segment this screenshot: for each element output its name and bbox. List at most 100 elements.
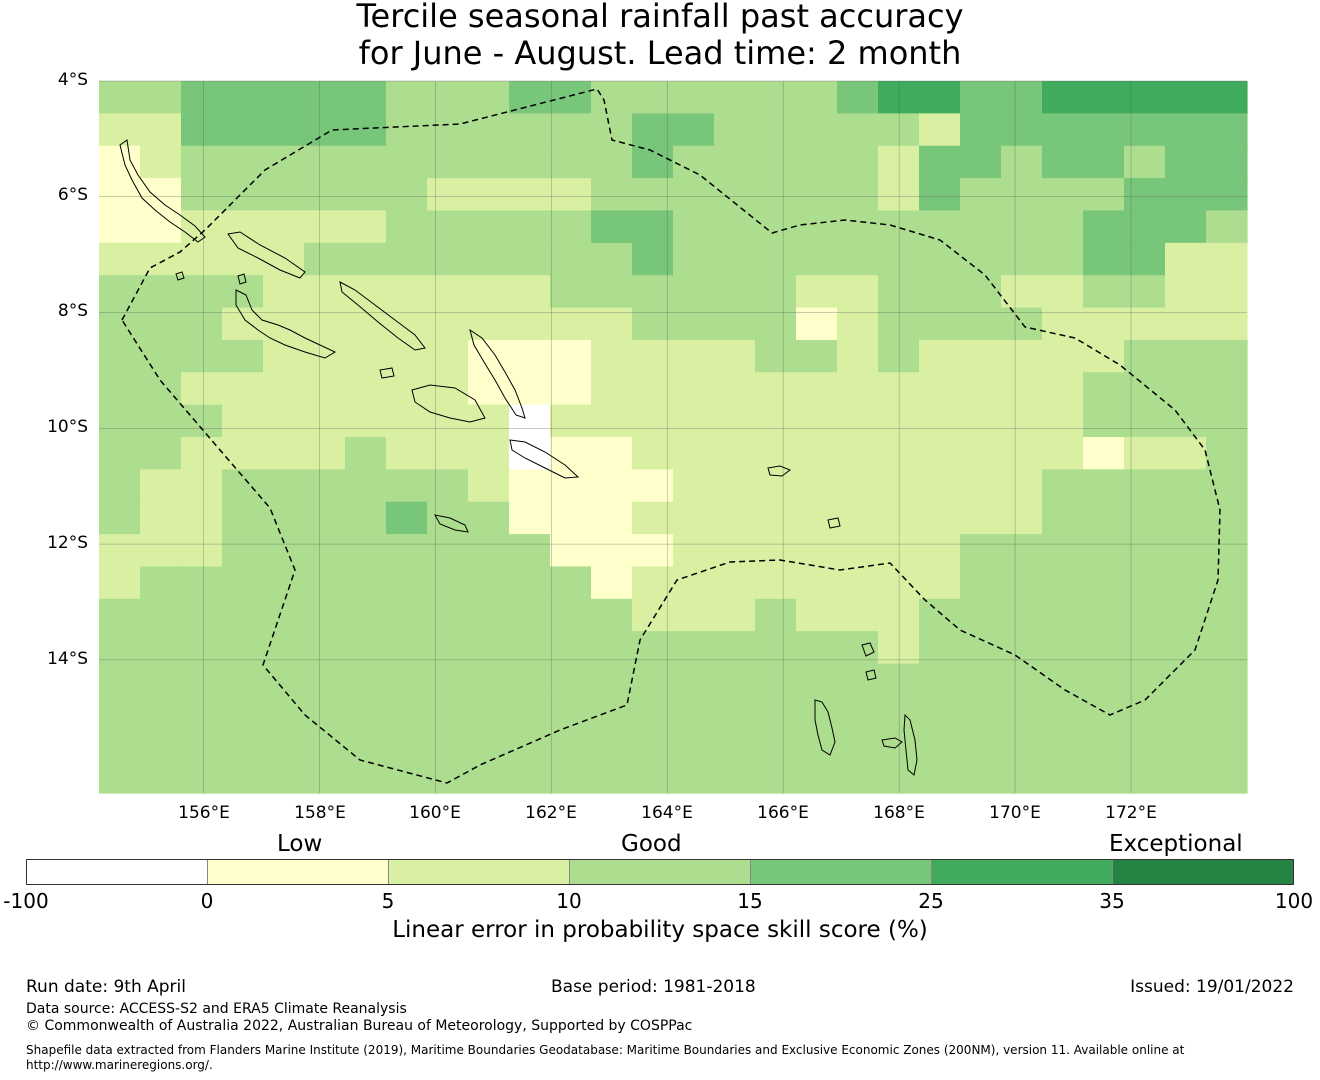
skill-cell <box>509 437 551 470</box>
skill-cell <box>878 404 920 438</box>
skill-cell <box>755 178 797 212</box>
skill-cell <box>960 534 1002 568</box>
skill-cell <box>304 695 346 729</box>
skill-cell <box>796 307 838 341</box>
coastline-small-isle-b <box>865 669 877 681</box>
skill-cell <box>591 437 633 470</box>
skill-cell <box>550 598 592 632</box>
skill-cell <box>550 760 592 794</box>
skill-cell <box>1206 663 1248 697</box>
skill-cell <box>386 210 428 244</box>
skill-cell <box>468 145 510 179</box>
skill-cell <box>550 695 592 729</box>
skill-cell <box>714 501 756 535</box>
skill-cell <box>878 631 920 665</box>
skill-cell <box>550 566 592 600</box>
skill-cell <box>796 631 838 665</box>
skill-cell <box>304 242 346 276</box>
lat-label-8s: 8°S <box>57 301 88 321</box>
skill-cell <box>837 178 879 212</box>
skill-cell <box>427 598 469 632</box>
skill-cell <box>673 275 715 309</box>
skill-cell <box>140 631 182 665</box>
skill-cell <box>1165 113 1207 147</box>
skill-cell <box>714 760 756 794</box>
skill-cell <box>919 339 961 373</box>
skill-cell <box>591 728 633 762</box>
skill-cell <box>1042 760 1084 794</box>
skill-cell <box>345 631 387 665</box>
skill-cell <box>1083 631 1125 665</box>
skill-cell <box>509 210 551 244</box>
skill-cell <box>714 81 756 114</box>
skill-cell <box>1206 242 1248 276</box>
skill-cell <box>960 372 1002 406</box>
colorbar-tick-10: 10 <box>556 889 582 913</box>
skill-cell <box>1124 210 1166 244</box>
skill-cell <box>1083 598 1125 632</box>
skill-cell <box>796 242 838 276</box>
skill-cell <box>304 145 346 179</box>
skill-cell <box>181 663 223 697</box>
skill-cell <box>919 728 961 762</box>
skill-cell <box>386 663 428 697</box>
skill-cell <box>1001 663 1043 697</box>
skill-cell <box>1165 695 1207 729</box>
skill-cell <box>1206 598 1248 632</box>
skill-cell <box>796 339 838 373</box>
skill-cell <box>591 210 633 244</box>
skill-cell <box>837 534 879 568</box>
skill-cell <box>222 178 264 212</box>
lat-label-4s: 4°S <box>57 70 88 90</box>
skill-cell <box>1124 469 1166 503</box>
skill-cell <box>673 145 715 179</box>
skill-cell <box>509 275 551 309</box>
skill-cell <box>99 81 141 114</box>
skill-cell <box>878 210 920 244</box>
skill-cell <box>181 242 223 276</box>
skill-cell <box>673 760 715 794</box>
skill-cell <box>550 113 592 147</box>
skill-cell <box>1083 242 1125 276</box>
skill-cell <box>1083 534 1125 568</box>
legend-colorbar <box>26 859 1294 885</box>
skill-cell <box>427 242 469 276</box>
skill-cell <box>960 275 1002 309</box>
skill-cell <box>1042 339 1084 373</box>
skill-cell <box>468 372 510 406</box>
coastline-bougainville <box>119 139 206 243</box>
chart-title-line1: Tercile seasonal rainfall past accuracy <box>356 0 964 35</box>
skill-cell <box>99 404 141 438</box>
colorbar-tick-100: 100 <box>1274 889 1314 913</box>
skill-cell <box>1001 598 1043 632</box>
colorbar-segment-5-10 <box>389 860 570 884</box>
skill-cell <box>837 598 879 632</box>
lon-label-172e: 172°E <box>1105 803 1157 823</box>
skill-cell <box>1001 728 1043 762</box>
skill-cell <box>427 81 469 114</box>
skill-cell <box>837 501 879 535</box>
skill-cell <box>714 372 756 406</box>
skill-cell <box>632 210 674 244</box>
skill-cell <box>755 695 797 729</box>
skill-cell <box>960 210 1002 244</box>
coastline-malekula <box>903 713 918 776</box>
skill-cell <box>1083 275 1125 309</box>
coastline-malaita <box>469 328 526 419</box>
skill-cell <box>1165 178 1207 212</box>
skill-cell <box>222 469 264 503</box>
skill-cell <box>755 631 797 665</box>
skill-cell <box>386 372 428 406</box>
skill-cell <box>632 339 674 373</box>
skill-cell <box>222 372 264 406</box>
colorbar-tick-15: 15 <box>737 889 763 913</box>
lon-label-160e: 160°E <box>409 803 461 823</box>
skill-cell <box>1042 695 1084 729</box>
skill-cell <box>1206 113 1248 147</box>
skill-cell <box>304 534 346 568</box>
skill-cell <box>591 598 633 632</box>
skill-cell <box>1083 145 1125 179</box>
skill-cell <box>714 566 756 600</box>
skill-cell <box>960 178 1002 212</box>
skill-cell <box>550 534 592 568</box>
